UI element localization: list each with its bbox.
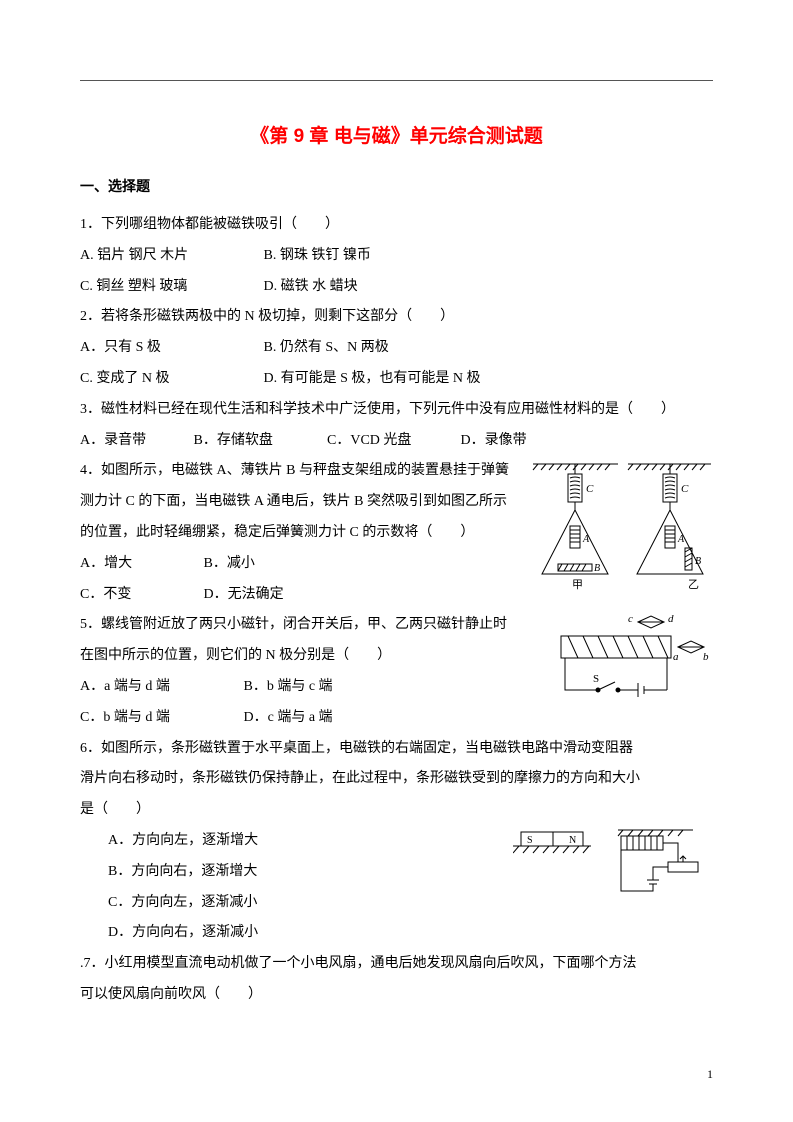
q1-opt-c: C. 铜丝 塑料 玻璃	[80, 272, 260, 303]
q2-opt-b: B. 仍然有 S、N 两极	[264, 333, 389, 364]
q2-opts-row2: C. 变成了 N 极 D. 有可能是 S 极，也有可能是 N 极	[80, 364, 713, 395]
q1-opt-d: D. 磁铁 水 蜡块	[264, 272, 358, 303]
q5-label-b: b	[703, 651, 709, 663]
q4-opt-d: D．无法确定	[204, 580, 284, 611]
q5-figure: c d a b S	[543, 610, 713, 705]
q5-label-a: a	[673, 651, 679, 663]
page-title: 《第 9 章 电与磁》单元综合测试题	[80, 121, 713, 148]
q5-label-d: d	[668, 613, 674, 625]
q3-opts: A．录音带 B．存储软盘 C．VCD 光盘 D．录像带	[80, 426, 713, 457]
questions-body: 1．下列哪组物体都能被磁铁吸引（ ） A. 铝片 钢尺 木片 B. 钢珠 铁钉 …	[80, 210, 713, 1011]
q3-opt-d: D．录像带	[461, 426, 527, 457]
q4-label-jia: 甲	[572, 579, 583, 591]
q3-opt-a: A．录音带	[80, 426, 190, 457]
q5-label-c: c	[628, 613, 633, 625]
q5-opt-d: D．c 端与 a 端	[244, 703, 333, 734]
q2-opt-c: C. 变成了 N 极	[80, 364, 260, 395]
q6-opt-d: D．方向向右，逐渐减小	[80, 918, 713, 949]
q4-label-a2: A	[677, 534, 685, 545]
q1-opt-a: A. 铝片 钢尺 木片	[80, 241, 260, 272]
q5-label-s: S	[593, 673, 599, 685]
q1-opts-row1: A. 铝片 钢尺 木片 B. 钢珠 铁钉 镍币	[80, 241, 713, 272]
q4-label-yi: 乙	[688, 578, 699, 591]
q2-opts-row1: A．只有 S 极 B. 仍然有 S、N 两极	[80, 333, 713, 364]
q5-opts-row2: C．b 端与 d 端 D．c 端与 a 端	[80, 703, 713, 734]
q5-opt-a: A．a 端与 d 端	[80, 672, 240, 703]
q4-label-a1: A	[582, 534, 590, 545]
q4-label-c2: C	[681, 483, 689, 495]
q4-label-b2: B	[695, 556, 701, 567]
q6-label-s: S	[527, 835, 533, 846]
q4-opt-b: B．减小	[204, 549, 255, 580]
q3-opt-b: B．存储软盘	[194, 426, 324, 457]
q6-stem-3: 是（ ）	[80, 795, 713, 826]
section-1-heading: 一、选择题	[80, 176, 713, 196]
q4-label-b1: B	[594, 563, 600, 574]
q5-opt-b: B．b 端与 c 端	[244, 672, 333, 703]
q3-stem: 3．磁性材料已经在现代生活和科学技术中广泛使用，下列元件中没有应用磁性材料的是（…	[80, 395, 713, 426]
q6-figure: S N	[513, 826, 713, 896]
q7-stem-2: 可以使风扇向前吹风（ ）	[80, 980, 713, 1011]
q6-stem-2: 滑片向右移动时，条形磁铁仍保持静止，在此过程中，条形磁铁受到的摩擦力的方向和大小	[80, 764, 713, 795]
q4-figure: C A B 甲	[528, 456, 713, 606]
page-number: 1	[707, 1067, 713, 1082]
q1-stem: 1．下列哪组物体都能被磁铁吸引（ ）	[80, 210, 713, 241]
q1-opt-b: B. 钢珠 铁钉 镍币	[264, 241, 371, 272]
q4-label-c1: C	[586, 483, 594, 495]
q3-opt-c: C．VCD 光盘	[327, 426, 457, 457]
q6-stem-1: 6．如图所示，条形磁铁置于水平桌面上，电磁铁的右端固定，当电磁铁电路中滑动变阻器	[80, 734, 713, 765]
q4-opt-a: A．增大	[80, 549, 200, 580]
q1-opts-row2: C. 铜丝 塑料 玻璃 D. 磁铁 水 蜡块	[80, 272, 713, 303]
q7-stem-1: .7．小红用模型直流电动机做了一个小电风扇，通电后她发现风扇向后吹风，下面哪个方…	[80, 949, 713, 980]
q2-opt-a: A．只有 S 极	[80, 333, 260, 364]
q4-opt-c: C．不变	[80, 580, 200, 611]
q6-label-n: N	[569, 835, 576, 846]
q2-stem: 2．若将条形磁铁两极中的 N 极切掉，则剩下这部分（ ）	[80, 302, 713, 333]
q5-opt-c: C．b 端与 d 端	[80, 703, 240, 734]
q2-opt-d: D. 有可能是 S 极，也有可能是 N 极	[264, 364, 481, 395]
top-rule	[80, 80, 713, 81]
